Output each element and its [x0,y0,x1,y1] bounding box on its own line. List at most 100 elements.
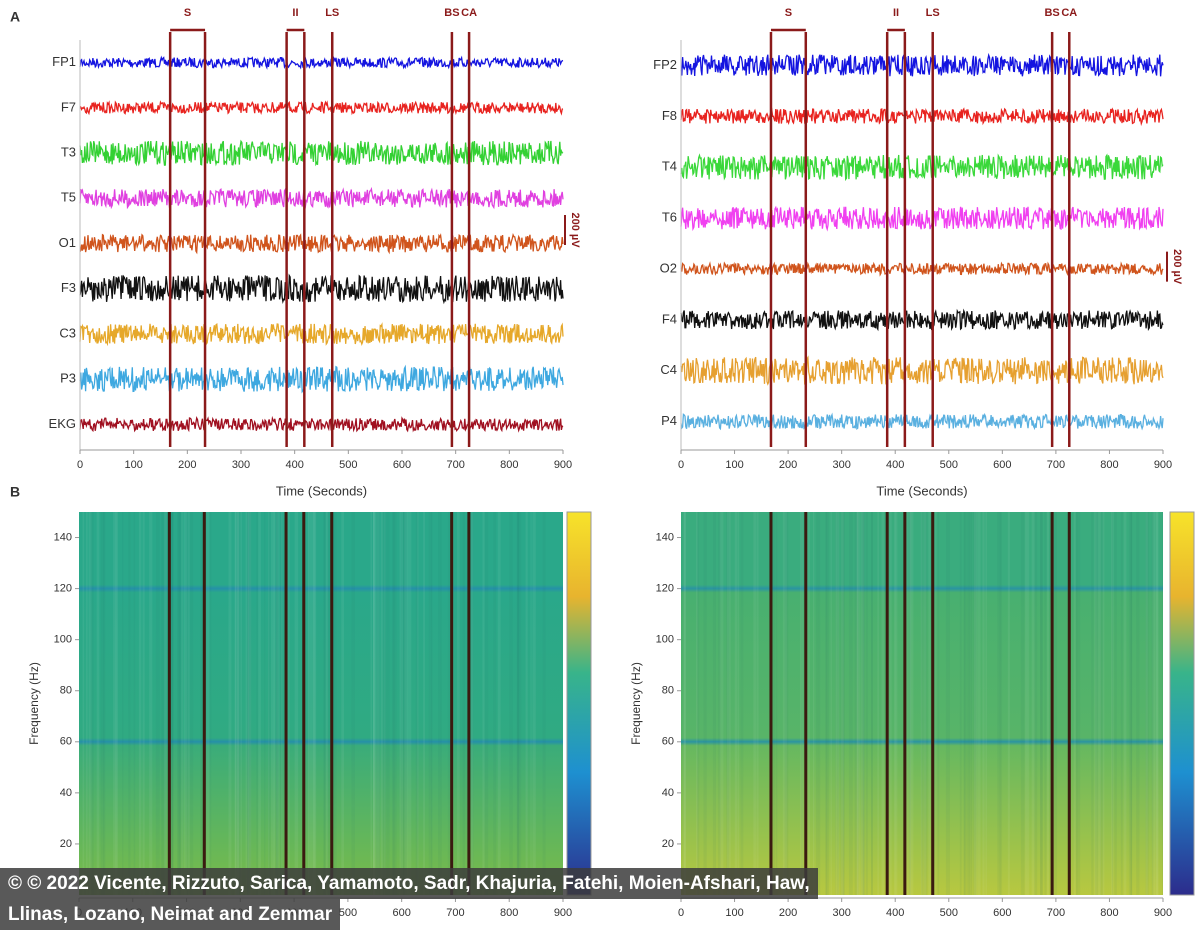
spectrogram-texture [270,512,275,895]
eeg-trace [79,273,564,305]
x-tick-label: 900 [1154,907,1172,919]
eeg-trace [680,153,1164,182]
spectrogram-texture [273,512,276,895]
spectrogram-texture [801,512,804,895]
spectrogram-texture [351,512,356,895]
spectrogram-texture [973,512,977,895]
spectrogram-texture [910,512,914,895]
x-tick-label: 0 [678,459,684,471]
spectrogram-texture [341,512,345,895]
event-label: II [292,7,298,19]
spectrogram-texture [1094,512,1097,895]
event-label: CA [461,7,477,19]
x-axis-label: Time (Seconds) [276,483,367,498]
spectrogram-texture [906,512,909,895]
channel-label: T3 [61,144,76,159]
spectrogram-texture [734,512,738,895]
spectrogram-texture [171,512,174,895]
x-axis-label: Time (Seconds) [876,483,967,498]
spectrogram-texture [1155,512,1158,895]
spectrogram-texture [1145,512,1148,895]
spectrogram-texture [517,512,522,895]
spectrogram-texture [428,512,433,895]
spectrogram-texture [1076,512,1081,895]
spectrogram-texture [294,512,299,895]
spectrogram-texture [170,512,174,895]
x-tick-label: 600 [393,459,411,471]
spectrogram-texture [1152,512,1155,895]
x-tick-label: 800 [1100,907,1118,919]
spectrogram-texture [1161,512,1164,895]
spectrogram-texture [392,512,395,895]
x-tick-label: 200 [178,459,196,471]
spectrogram-texture [865,512,868,895]
y-tick-label: 40 [60,787,72,799]
eeg-trace [79,322,564,347]
spectrogram-texture [842,512,845,895]
y-tick-label: 20 [60,838,72,850]
spectrogram-texture [740,512,744,895]
spectrogram-texture [1040,512,1042,895]
spectrogram-texture [88,512,92,895]
spectrogram-texture [542,512,546,895]
spectrogram-texture [264,512,266,895]
x-tick-label: 400 [285,459,303,471]
scale-bar-label: 200 µV [1171,249,1183,285]
spectrogram-texture [964,512,967,895]
eeg-trace [79,55,564,70]
spectrogram-texture [959,512,962,895]
eeg-trace [79,186,564,210]
x-tick-label: 800 [1100,459,1118,471]
spectrogram-texture [890,512,892,895]
spectrogram-texture [861,512,865,895]
event-label: BS [444,7,459,19]
spectrogram-texture [179,512,181,895]
spectrogram-texture [921,512,924,895]
x-tick-label: 500 [339,907,357,919]
panel-label: A [10,9,20,25]
channel-label: FP1 [52,54,76,69]
eeg-trace [680,308,1164,332]
spectrogram-texture [1073,512,1076,895]
spectrogram-texture [818,512,821,895]
spectrogram-texture [1031,512,1035,895]
x-tick-label: 800 [500,459,518,471]
spectrogram-texture [1076,512,1078,895]
event-label: II [893,7,899,19]
spectrogram-texture [326,512,331,895]
spectrogram-texture [256,512,259,895]
spectrogram-texture [206,512,210,895]
spectrogram-texture [482,512,485,895]
eeg-trace [79,415,564,433]
spectrogram-texture [171,512,174,895]
spectrogram-texture [470,512,474,895]
spectrogram-texture [431,512,433,895]
spectrogram-texture [753,512,757,895]
channel-label: FP2 [653,57,677,72]
channel-label: F7 [61,99,76,114]
y-tick-label: 20 [662,838,674,850]
channel-label: T5 [61,190,76,205]
x-tick-label: 500 [940,907,958,919]
spectrogram-texture [888,512,890,895]
spectrogram-texture [999,512,1003,895]
x-tick-label: 0 [77,459,83,471]
spectrogram-texture [968,512,972,895]
spectrogram-texture [718,512,721,895]
spectrogram-texture [456,512,460,895]
spectrogram-texture [712,512,716,895]
spectrogram-texture [405,512,407,895]
x-tick-label: 100 [725,459,743,471]
channel-label: O1 [59,235,76,250]
event-label: S [785,7,792,19]
spectrogram-texture [160,512,164,895]
spectrogram-texture [1091,512,1094,895]
spectrogram-texture [683,512,687,895]
spectrogram-texture [90,512,94,895]
spectrogram-texture [209,512,212,895]
x-tick-label: 300 [832,907,850,919]
spectrogram-texture [775,512,778,895]
spectrogram-texture [928,512,931,895]
spectrogram-texture [1154,512,1156,895]
eeg-trace [79,233,564,255]
